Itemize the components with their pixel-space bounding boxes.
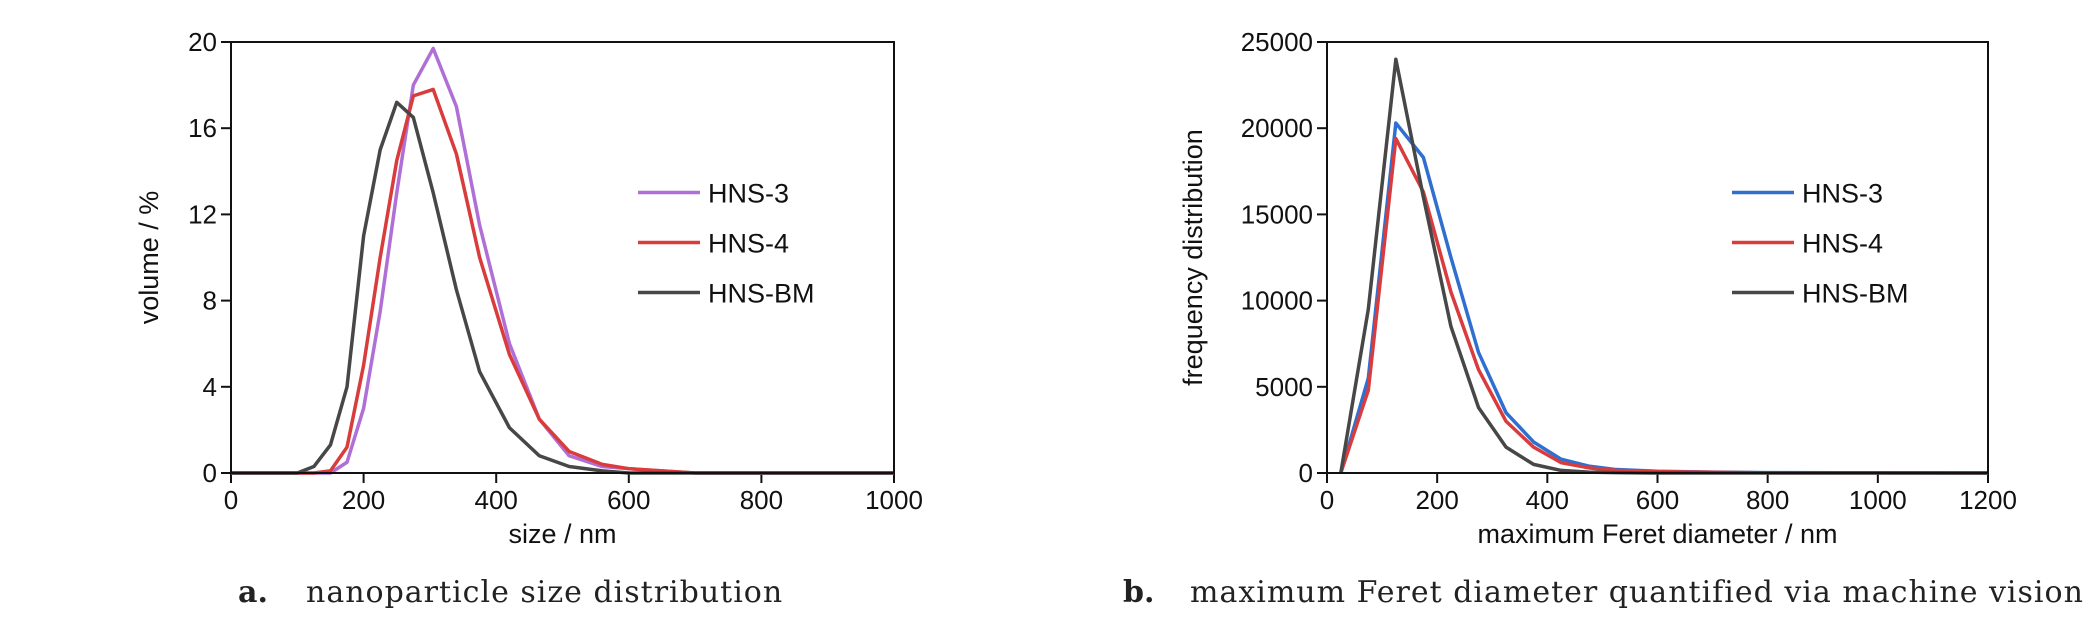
caption: maximum Feret diameter quantified via ma… xyxy=(1190,575,2084,610)
plot-frame xyxy=(230,41,895,474)
legend-label: HNS-3 xyxy=(1802,179,1883,209)
chart: 0 5000 10000 15000 20000 25000 0 200 400 600 800 10… xyxy=(1123,27,2084,610)
x-tick-label: 400 xyxy=(475,485,518,515)
legend-label: HNS-4 xyxy=(1802,229,1883,259)
series-line xyxy=(231,46,894,475)
y-tick-label: 8 xyxy=(203,286,217,316)
y-tick-label: 15000 xyxy=(1241,199,1313,229)
x-tick-label: 600 xyxy=(607,485,650,515)
x-tick-label: 800 xyxy=(740,485,783,515)
x-axis-label: size / nm xyxy=(508,519,616,549)
caption-label: a. xyxy=(238,575,268,610)
x-tick-label: 1000 xyxy=(1849,485,1907,515)
y-tick-label: 20 xyxy=(188,27,217,57)
legend-label: HNS-4 xyxy=(708,229,789,259)
x-tick-label: 1200 xyxy=(1959,485,2017,515)
y-tick-label: 12 xyxy=(188,199,217,229)
caption-label: b. xyxy=(1123,575,1154,610)
legend-label: HNS-BM xyxy=(1802,279,1909,309)
x-tick-label: 0 xyxy=(224,485,238,515)
y-tick-label: 25000 xyxy=(1241,27,1313,57)
x-tick-label: 400 xyxy=(1526,485,1569,515)
y-tick-label: 0 xyxy=(203,458,217,488)
y-axis-label: volume / % xyxy=(134,191,164,325)
y-tick-label: 5000 xyxy=(1255,372,1313,402)
x-tick-label: 1000 xyxy=(865,485,923,515)
x-axis-label: maximum Feret diameter / nm xyxy=(1477,519,1837,549)
x-tick-label: 200 xyxy=(1415,485,1458,515)
plot-frame xyxy=(1326,41,1989,474)
x-tick-label: 800 xyxy=(1746,485,1789,515)
caption: nanoparticle size distribution xyxy=(306,575,783,610)
y-tick-label: 10000 xyxy=(1241,286,1313,316)
legend-label: HNS-3 xyxy=(708,179,789,209)
y-tick-label: 4 xyxy=(203,372,217,402)
x-tick-label: 200 xyxy=(342,485,385,515)
y-tick-label: 20000 xyxy=(1241,113,1313,143)
legend-label: HNS-BM xyxy=(708,279,815,309)
x-tick-label: 0 xyxy=(1320,485,1334,515)
y-axis-label: frequency distribution xyxy=(1178,129,1208,386)
x-tick-label: 600 xyxy=(1636,485,1679,515)
y-tick-label: 16 xyxy=(188,113,217,143)
series-line xyxy=(1339,57,1988,475)
y-tick-label: 0 xyxy=(1299,458,1313,488)
